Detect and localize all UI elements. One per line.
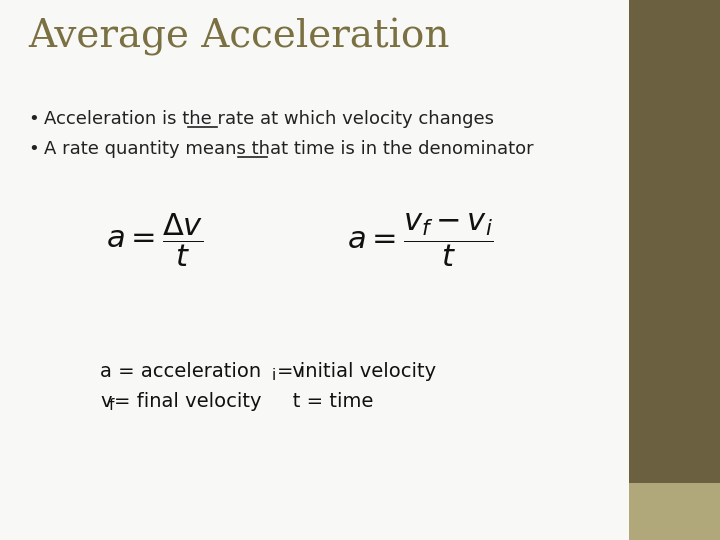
Bar: [629, 0, 720, 483]
Text: $a=\dfrac{\Delta v}{t}$: $a=\dfrac{\Delta v}{t}$: [107, 211, 204, 269]
Text: v: v: [100, 392, 112, 411]
Bar: [629, 483, 720, 540]
Text: f: f: [109, 398, 114, 413]
Text: A rate quantity means that time is in the denominator: A rate quantity means that time is in th…: [44, 140, 534, 158]
Text: = final velocity     t = time: = final velocity t = time: [114, 392, 374, 411]
Text: Acceleration is the rate at which velocity changes: Acceleration is the rate at which veloci…: [44, 110, 494, 128]
Text: a = acceleration     v: a = acceleration v: [100, 362, 304, 381]
Text: = initial velocity: = initial velocity: [277, 362, 436, 381]
Text: i: i: [271, 368, 276, 383]
Text: •: •: [28, 140, 39, 158]
Text: Average Acceleration: Average Acceleration: [28, 18, 449, 56]
Text: $a=\dfrac{v_f - v_i}{t}$: $a=\dfrac{v_f - v_i}{t}$: [346, 211, 493, 269]
Text: •: •: [28, 110, 39, 128]
